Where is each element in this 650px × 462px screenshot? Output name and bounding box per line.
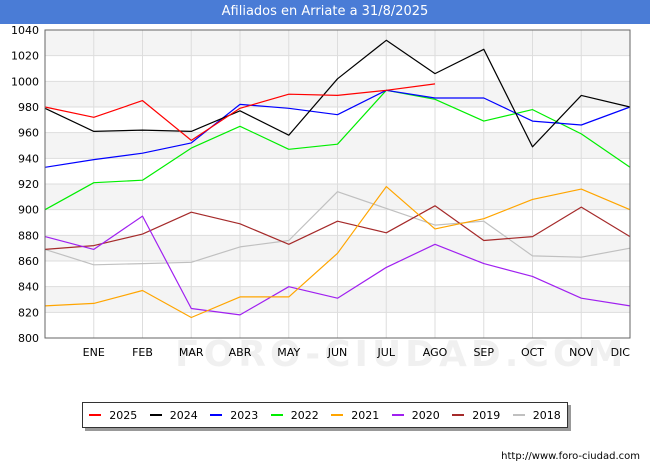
legend-item-2025: 2025 bbox=[89, 409, 137, 422]
plot-frame bbox=[44, 29, 631, 339]
legend-swatch bbox=[89, 414, 102, 416]
legend-label: 2018 bbox=[532, 408, 561, 422]
y-tick-label: 800 bbox=[18, 332, 39, 345]
y-tick-label: 900 bbox=[18, 204, 39, 217]
y-tick-label: 860 bbox=[18, 255, 39, 268]
legend-item-2024: 2024 bbox=[149, 408, 198, 422]
x-tick-label: MAY bbox=[277, 346, 300, 359]
legend: 2025 2024 2023 2022 2021 2020 2019 2018 bbox=[82, 402, 568, 428]
y-tick-label: 1040 bbox=[11, 24, 39, 37]
x-tick-label: NOV bbox=[569, 346, 594, 359]
legend-label: 2021 bbox=[351, 408, 380, 422]
y-tick-label: 880 bbox=[18, 229, 39, 242]
legend-label: 2020 bbox=[411, 408, 440, 422]
legend-item-2019: 2019 bbox=[452, 409, 500, 422]
legend-item-2022: 2022 bbox=[270, 408, 319, 422]
series-line-2021 bbox=[44, 186, 631, 319]
x-tick-label: JUL bbox=[377, 346, 396, 359]
legend-swatch bbox=[391, 414, 404, 416]
x-tick-label: ABR bbox=[229, 346, 252, 359]
y-tick-label: 820 bbox=[18, 306, 39, 319]
legend-item-2023: 2023 bbox=[210, 409, 258, 422]
y-tick-label: 920 bbox=[18, 178, 39, 191]
chart-title: Afiliados en Arriate a 31/8/2025 bbox=[0, 0, 650, 24]
legend-swatch bbox=[270, 414, 283, 416]
y-tick-label: 1020 bbox=[11, 50, 39, 63]
series-line-2024 bbox=[44, 39, 631, 148]
legend-label: 2025 bbox=[109, 408, 138, 422]
x-tick-label: AGO bbox=[423, 346, 448, 359]
y-tick-label: 1000 bbox=[11, 75, 39, 88]
watermark: FORO-CIUDAD.COM bbox=[175, 334, 628, 375]
legend-swatch bbox=[452, 414, 465, 416]
series-line-2020 bbox=[44, 215, 631, 316]
x-tick-label: DIC bbox=[611, 346, 631, 359]
y-tick-label: 940 bbox=[18, 152, 39, 165]
legend-swatch bbox=[331, 414, 344, 416]
legend-item-2020: 2020 bbox=[391, 408, 440, 422]
series-line-2022 bbox=[44, 89, 631, 211]
source-url: http://www.foro-ciudad.com bbox=[501, 451, 640, 462]
y-tick-label: 840 bbox=[18, 281, 39, 294]
series-line-2018 bbox=[44, 191, 631, 266]
y-tick-label: 980 bbox=[18, 101, 39, 114]
legend-label: 2023 bbox=[230, 408, 259, 422]
legend-swatch bbox=[512, 414, 525, 416]
line-chart: 800 820 840 860 880 900 920 940 960 980 1000 1020 10… bbox=[11, 24, 631, 359]
legend-label: 2019 bbox=[472, 408, 501, 422]
x-tick-label: SEP bbox=[473, 346, 494, 359]
x-tick-label: ENE bbox=[83, 346, 105, 359]
x-tick-label: JUN bbox=[327, 346, 348, 359]
legend-item-2021: 2021 bbox=[331, 409, 379, 422]
y-tick-label: 960 bbox=[18, 127, 39, 140]
series-line-2019 bbox=[44, 205, 631, 250]
x-tick-label: OCT bbox=[521, 346, 544, 359]
series-line-2023 bbox=[44, 89, 631, 168]
x-tick-label: FEB bbox=[132, 346, 153, 359]
x-tick-label: MAR bbox=[179, 346, 204, 359]
legend-label: 2022 bbox=[290, 408, 319, 422]
chart-area: 800 820 840 860 880 900 920 940 960 980 1000 1020 10… bbox=[0, 24, 650, 462]
legend-item-2018: 2018 bbox=[512, 408, 561, 422]
legend-label: 2024 bbox=[169, 408, 198, 422]
series-line-2025 bbox=[44, 83, 436, 142]
legend-swatch bbox=[149, 414, 162, 416]
legend-swatch bbox=[210, 414, 223, 416]
